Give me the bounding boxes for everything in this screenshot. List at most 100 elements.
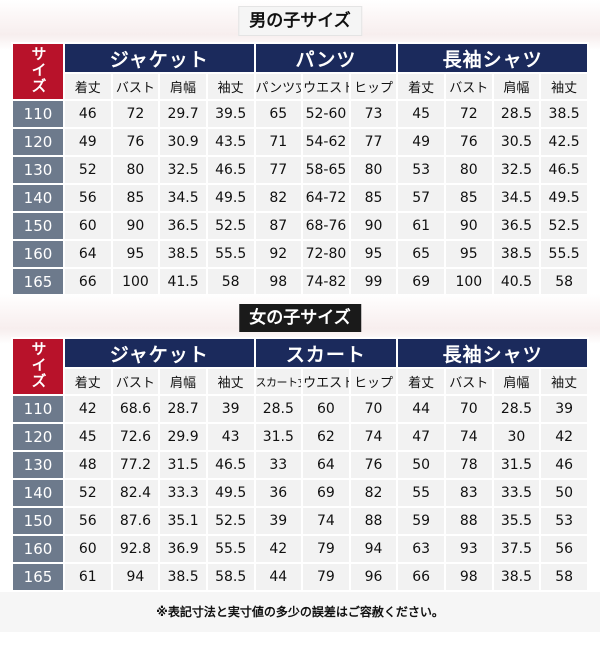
measurement-cell: 30 [493,424,540,450]
measurement-cell: 76 [112,129,159,155]
measurement-cell: 46.5 [541,157,587,183]
measurement-cell: 46 [541,452,587,478]
measurement-cell: 45 [398,101,444,127]
measurement-disclaimer: ※表記寸法と実寸値の多少の誤差はご容赦ください。 [0,592,600,632]
size-label: 165 [13,564,63,590]
measurement-cell: 42.5 [541,129,587,155]
measurement-cell: 49 [65,129,111,155]
measurement-cell: 38.5 [493,564,540,590]
table-row: 150 60 90 36.5 52.5 87 68-76 90 61 90 36.5 52.5 [13,213,587,239]
measurement-cell: 40.5 [493,269,540,295]
measurement-cell: 82.4 [112,480,159,506]
measurement-cell: 52.5 [207,213,254,239]
measurement-cell: 70 [446,396,492,422]
measurement-cell: 32.5 [493,157,540,183]
measurement-cell: 98 [255,269,302,295]
measurement-cell: 28.7 [160,396,206,422]
measurement-cell: 77.2 [112,452,159,478]
measurement-cell: 96 [350,564,397,590]
measurement-cell: 31.5 [493,452,540,478]
measurement-cell: 57 [398,185,444,211]
measurement-cell: 64-72 [303,185,349,211]
measurement-cell: 29.7 [160,101,206,127]
measurement-cell: 56 [65,508,111,534]
measurement-cell: 35.5 [493,508,540,534]
measurement-cell: 94 [350,536,397,562]
measurement-cell: 68-76 [303,213,349,239]
table-row: 120 49 76 30.9 43.5 71 54-62 77 49 76 30.5 42.5 [13,129,587,155]
measurement-cell: 63 [398,536,444,562]
measurement-cell: 29.9 [160,424,206,450]
measurement-cell: 36.9 [160,536,206,562]
measurement-cell: 77 [255,157,302,183]
measurement-cell: 72 [446,101,492,127]
measurement-cell: 82 [350,480,397,506]
measurement-cell: 36.5 [160,213,206,239]
table-row: 120 45 72.6 29.9 43 31.5 62 74 47 74 30 42 [13,424,587,450]
measurement-cell: 49.5 [541,185,587,211]
measurement-cell: 30.9 [160,129,206,155]
measurement-cell: 43.5 [207,129,254,155]
measurement-cell: 90 [112,213,159,239]
measurement-cell: 53 [398,157,444,183]
measurement-cell: 54-62 [303,129,349,155]
column-subheader: バスト [446,74,492,99]
measurement-cell: 95 [350,241,397,267]
measurement-cell: 60 [303,396,349,422]
measurement-cell: 64 [303,452,349,478]
measurement-cell: 52.5 [207,508,254,534]
measurement-cell: 58 [207,269,254,295]
measurement-cell: 55.5 [207,241,254,267]
measurement-cell: 38.5 [493,241,540,267]
boys-title-band: 男の子サイズ [0,0,600,50]
measurement-cell: 100 [446,269,492,295]
measurement-cell: 60 [65,213,111,239]
measurement-cell: 80 [350,157,397,183]
size-label: 110 [13,101,63,127]
measurement-cell: 56 [65,185,111,211]
girls-section-title: 女の子サイズ [239,304,361,332]
measurement-cell: 52 [65,157,111,183]
table-row: 165 61 94 38.5 58.5 44 79 96 66 98 38.5 58 [13,564,587,590]
measurement-cell: 52 [65,480,111,506]
table-row: 165 66 100 41.5 58 98 74-82 99 69 100 40.5 58 [13,269,587,295]
measurement-cell: 60 [65,536,111,562]
group-header-skirt: スカート [255,339,397,367]
measurement-cell: 72 [112,101,159,127]
measurement-cell: 95 [112,241,159,267]
measurement-cell: 58 [541,269,587,295]
measurement-cell: 32.5 [160,157,206,183]
size-corner-header: サイズ [13,44,63,99]
measurement-cell: 28.5 [493,101,540,127]
measurement-cell: 79 [303,536,349,562]
measurement-cell: 74 [350,424,397,450]
measurement-cell: 56 [541,536,587,562]
measurement-cell: 55.5 [541,241,587,267]
measurement-cell: 55.5 [207,536,254,562]
size-label: 160 [13,241,63,267]
column-subheader: 着丈 [65,74,111,99]
measurement-cell: 70 [350,396,397,422]
measurement-cell: 85 [350,185,397,211]
measurement-cell: 74 [303,508,349,534]
column-subheader: ヒップ [350,74,397,99]
measurement-cell: 90 [446,213,492,239]
measurement-cell: 46.5 [207,452,254,478]
measurement-cell: 46.5 [207,157,254,183]
measurement-cell: 58-65 [303,157,349,183]
measurement-cell: 73 [350,101,397,127]
measurement-cell: 33.5 [493,480,540,506]
measurement-cell: 44 [255,564,302,590]
measurement-cell: 92.8 [112,536,159,562]
size-corner-label: サイズ [29,340,48,389]
girls-size-table: サイズ ジャケット スカート 長袖シャツ 着丈バスト肩幅袖丈スカート丈ウエストヒ… [11,337,589,592]
column-subheader: ウエスト [303,369,349,394]
measurement-cell: 41.5 [160,269,206,295]
measurement-cell: 28.5 [255,396,302,422]
column-subheader: 肩幅 [493,369,540,394]
measurement-cell: 78 [446,452,492,478]
measurement-cell: 33.3 [160,480,206,506]
measurement-cell: 76 [446,129,492,155]
group-header-shirt: 長袖シャツ [398,44,587,72]
measurement-cell: 38.5 [541,101,587,127]
